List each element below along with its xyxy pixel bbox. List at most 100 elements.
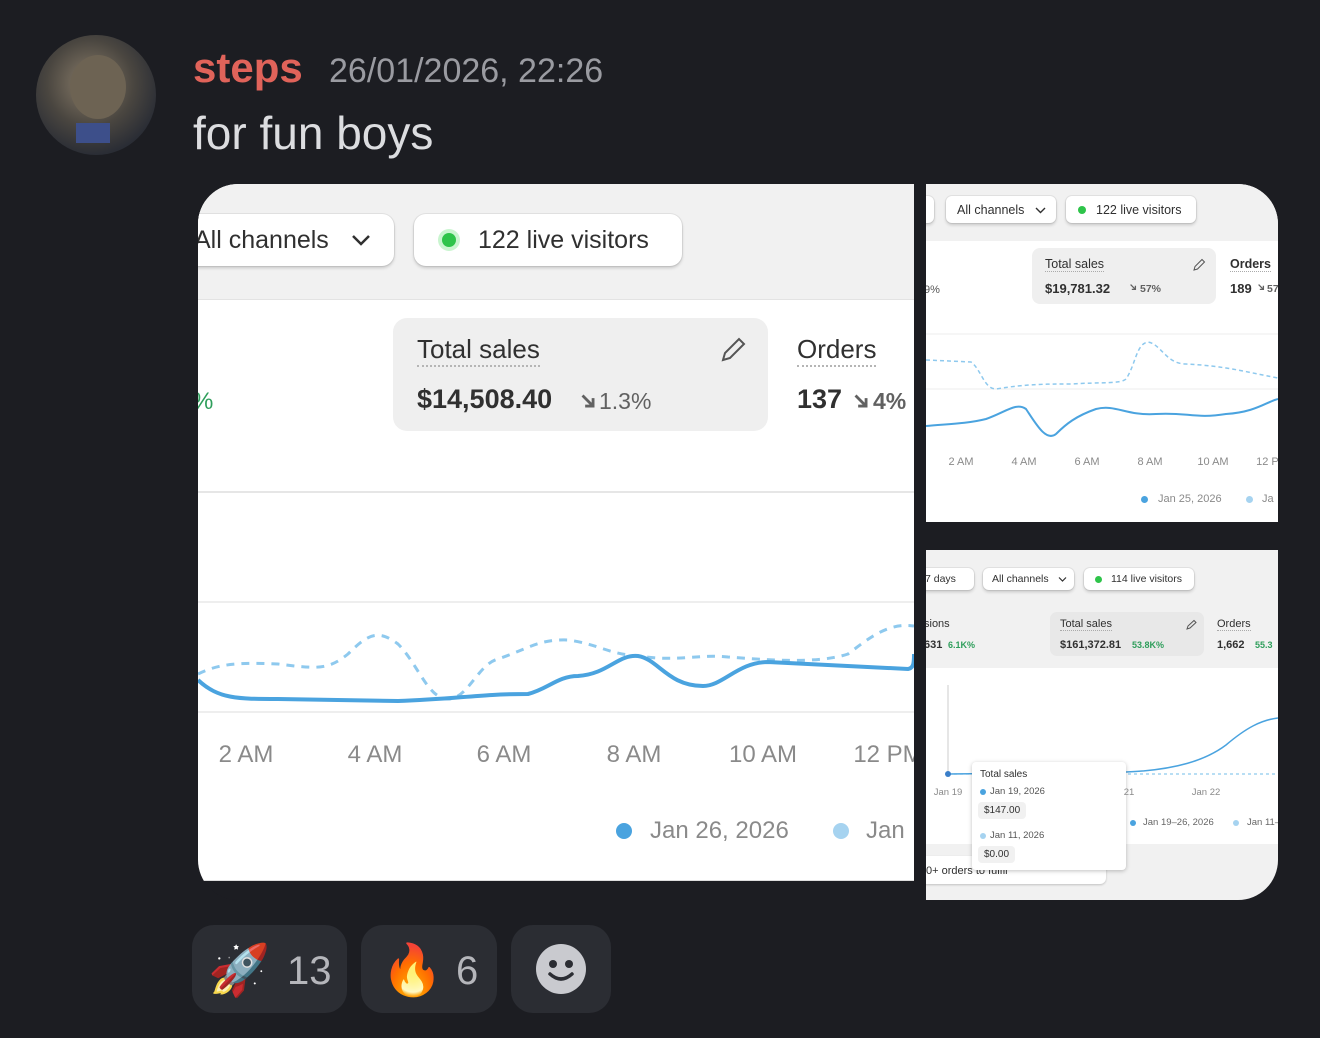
graphic bbox=[1058, 577, 1067, 582]
edit-icon bbox=[721, 337, 746, 362]
image-attachment[interactable]: All channels 122 live visitors % Total s… bbox=[198, 184, 914, 900]
legend-label: Ja bbox=[1262, 493, 1274, 505]
chart-lines bbox=[198, 491, 914, 881]
reaction-emoji: 🚀 bbox=[208, 942, 271, 998]
image-bg bbox=[198, 184, 914, 881]
live-label: 114 live visitors bbox=[1111, 573, 1182, 585]
image-attachment[interactable]: 7 days All channels 114 live visitors si… bbox=[926, 550, 1278, 900]
x-tick-label: 4 AM bbox=[1011, 456, 1037, 468]
edit-icon bbox=[1193, 258, 1206, 271]
reaction[interactable]: 🚀 13 bbox=[192, 925, 347, 1013]
graphic bbox=[721, 337, 746, 362]
metric-value: 189 bbox=[1230, 281, 1252, 296]
filter-button: 7 days bbox=[926, 568, 974, 590]
message-content: for fun boys bbox=[193, 107, 434, 159]
graphic bbox=[198, 623, 914, 701]
metric-change: % bbox=[198, 388, 213, 416]
x-tick-label: 6 AM bbox=[1074, 456, 1100, 468]
reaction-count: 13 bbox=[287, 949, 332, 993]
graphic bbox=[76, 123, 110, 143]
metric-title: Total sales bbox=[1060, 618, 1112, 631]
filter-label: 7 days bbox=[926, 573, 956, 585]
live-visitors: 114 live visitors bbox=[1084, 568, 1194, 590]
metric-change: 1.3% bbox=[599, 388, 652, 414]
edit-icon bbox=[1186, 619, 1197, 630]
dot bbox=[1246, 496, 1253, 503]
metric-value: 631 bbox=[926, 639, 943, 651]
graphic bbox=[198, 653, 914, 704]
graphic bbox=[536, 944, 586, 994]
metric-card: Total sales $19,781.32 57% bbox=[1032, 248, 1216, 304]
reaction-count: 6 bbox=[456, 949, 479, 993]
metric-value: 1,662 bbox=[1217, 639, 1245, 651]
metric-change: 55.3 bbox=[1255, 640, 1273, 650]
graphic bbox=[1193, 258, 1206, 271]
arrow-down bbox=[1257, 283, 1265, 294]
chart-lines bbox=[926, 333, 1278, 437]
dot bbox=[616, 823, 632, 839]
graphic bbox=[70, 55, 126, 119]
filter-button: All channels bbox=[946, 196, 1056, 223]
metric-title: Total sales bbox=[417, 334, 540, 367]
metric-title: Orders bbox=[1230, 257, 1271, 272]
graphic bbox=[1258, 284, 1265, 291]
x-tick-label: 4 AM bbox=[347, 741, 403, 768]
metric-title: Orders bbox=[1217, 618, 1251, 631]
legend-label: Jan 25, 2026 bbox=[1158, 493, 1222, 505]
dot bbox=[980, 789, 986, 795]
metric-value: $14,508.40 bbox=[417, 384, 553, 414]
chevron bbox=[1058, 577, 1067, 582]
chevron bbox=[1035, 207, 1046, 214]
dot bbox=[442, 233, 456, 247]
filter-button: All channels bbox=[198, 214, 394, 266]
tooltip-value: $147.00 bbox=[978, 802, 1027, 819]
arrow-down bbox=[579, 390, 597, 416]
graphic bbox=[1258, 284, 1265, 291]
add-reaction[interactable] bbox=[511, 925, 611, 1013]
image-attachment[interactable]: All channels 122 live visitors 9% Total … bbox=[926, 184, 1278, 536]
reaction-emoji: 🔥 bbox=[381, 942, 444, 998]
dot bbox=[1095, 576, 1102, 583]
filter-button: All channels bbox=[983, 568, 1074, 590]
metric-change: 57 bbox=[1267, 283, 1278, 295]
tooltip-date: Jan 19, 2026 bbox=[990, 786, 1045, 797]
graphic bbox=[581, 394, 595, 408]
dot bbox=[1078, 206, 1086, 214]
dot bbox=[833, 823, 849, 839]
arrow-down bbox=[1129, 283, 1137, 294]
metric-card: Total sales $161,372.81 53.8K% bbox=[1050, 612, 1204, 656]
metric-change: 53.8K% bbox=[1132, 640, 1165, 650]
live-label: 122 live visitors bbox=[478, 226, 649, 254]
x-tick-label: 12 PM bbox=[1256, 456, 1278, 468]
filter-button bbox=[926, 196, 934, 223]
filter-label: All channels bbox=[992, 573, 1049, 585]
metric-title: Total sales bbox=[1045, 257, 1105, 272]
metric-title: Orders bbox=[797, 334, 877, 367]
live-visitors: 122 live visitors bbox=[414, 214, 682, 266]
metric-value: $19,781.32 bbox=[1045, 281, 1111, 296]
metric-change: 6.1K% bbox=[948, 640, 976, 650]
graphic bbox=[1130, 284, 1137, 291]
dot bbox=[1233, 820, 1239, 826]
graphic bbox=[1035, 207, 1046, 214]
x-tick-label: 21 bbox=[1123, 787, 1135, 798]
reaction[interactable]: 🔥 6 bbox=[361, 925, 497, 1013]
x-tick-label: Jan 22 bbox=[1191, 787, 1221, 798]
metric-change: 9% bbox=[926, 284, 940, 296]
arrow-down bbox=[852, 390, 870, 416]
avatar[interactable] bbox=[36, 35, 156, 155]
x-tick-label: 2 AM bbox=[218, 741, 274, 768]
metric-card: Total sales $14,508.40 1.3% bbox=[393, 318, 768, 431]
attachments: All channels 122 live visitors % Total s… bbox=[198, 184, 1278, 900]
graphic bbox=[1130, 284, 1137, 291]
graphic bbox=[947, 717, 1278, 775]
graphic bbox=[548, 972, 574, 981]
author[interactable]: steps bbox=[193, 44, 303, 91]
metric-change: 4% bbox=[873, 388, 907, 414]
legend-label: Jan 11– bbox=[1247, 817, 1278, 828]
metric-change: 57% bbox=[1140, 283, 1162, 295]
metric-value: 137 bbox=[797, 384, 843, 414]
legend-label: Jan 26, 2026 bbox=[650, 817, 789, 844]
x-tick-label: 8 AM bbox=[1137, 456, 1163, 468]
